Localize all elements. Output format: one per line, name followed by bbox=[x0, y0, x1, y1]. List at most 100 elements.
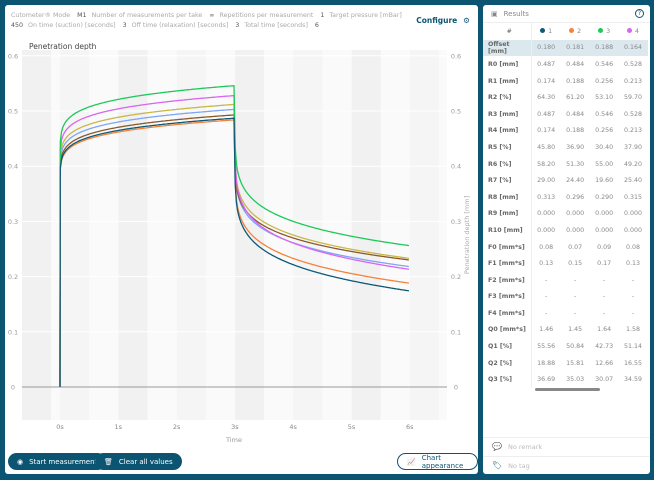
table-row[interactable]: Offset [mm] 0.180 0.181 0.188 0.164 bbox=[483, 39, 648, 57]
y-tick-label-right: 0.2 bbox=[451, 273, 461, 281]
start-label: Start measurement bbox=[29, 457, 98, 466]
series-dot-icon bbox=[569, 27, 575, 33]
plot-band bbox=[409, 50, 439, 420]
column-label: 4 bbox=[635, 27, 640, 35]
cell-value: 0.000 bbox=[595, 210, 614, 218]
cell-value: 55.56 bbox=[537, 343, 556, 351]
setting-item: Off time (relaxation) [seconds] 3 bbox=[132, 22, 240, 29]
row-label: R10 [mm] bbox=[483, 222, 532, 239]
y-tick-label: 0.1 bbox=[8, 328, 18, 336]
table-row[interactable]: R9 [mm] 0.000 0.000 0.000 0.000 bbox=[483, 205, 648, 223]
y-tick-label-right: 0.4 bbox=[451, 163, 461, 171]
y-tick-label: 0.3 bbox=[8, 218, 18, 226]
setting-value: 450 bbox=[11, 22, 24, 29]
table-row[interactable]: Q0 [mm*s] 1.46 1.45 1.64 1.58 bbox=[483, 321, 648, 339]
start-measurement-button[interactable]: ◉ Start measurement bbox=[8, 453, 107, 470]
setting-label: Off time (relaxation) [seconds] bbox=[131, 22, 229, 29]
horizontal-scrollbar[interactable] bbox=[535, 388, 600, 391]
table-row[interactable]: Q2 [%] 18.88 15.81 12.66 16.55 bbox=[483, 354, 648, 372]
table-row[interactable]: R1 [mm] 0.174 0.188 0.256 0.213 bbox=[483, 72, 648, 90]
y-axis-label: Penetration depth [mm] bbox=[463, 196, 471, 274]
configure-button[interactable]: Configure ⚙ bbox=[416, 16, 470, 25]
table-row[interactable]: R10 [mm] 0.000 0.000 0.000 0.000 bbox=[483, 222, 648, 239]
table-row[interactable]: F3 [mm*s] - - - - bbox=[483, 288, 648, 306]
cell-value: 0.000 bbox=[566, 210, 585, 218]
cell-value: 0.188 bbox=[589, 39, 619, 57]
cell-value: 64.30 bbox=[537, 94, 556, 102]
setting-item: Total time [seconds] 6 bbox=[244, 22, 319, 29]
setting-value: M1 bbox=[77, 12, 87, 19]
configure-label: Configure bbox=[416, 16, 458, 25]
row-label: F0 [mm*s] bbox=[483, 238, 532, 256]
clear-label: Clear all values bbox=[118, 457, 173, 466]
cell-value: 0.188 bbox=[566, 127, 585, 135]
setting-label: Number of measurements per take bbox=[91, 12, 203, 19]
cell-value: 45.80 bbox=[537, 143, 556, 151]
table-row[interactable]: F0 [mm*s] 0.08 0.07 0.09 0.08 bbox=[483, 238, 648, 256]
table-row[interactable]: R0 [mm] 0.487 0.484 0.546 0.528 bbox=[483, 56, 648, 73]
results-table: #1 2 3 4 Offset [mm] 0.180 0.181 0.188 0.164 R0 [… bbox=[483, 23, 648, 389]
table-row[interactable]: R2 [%] 64.30 61.20 53.10 59.70 bbox=[483, 89, 648, 106]
row-label: Q3 [%] bbox=[483, 371, 532, 389]
cell-value: - bbox=[574, 293, 577, 301]
x-tick-label: 4s bbox=[289, 423, 297, 431]
plot-band bbox=[22, 50, 51, 420]
chart-appearance-button[interactable]: 📈 Chart appearance bbox=[397, 453, 478, 470]
setting-label: On time (suction) [seconds] bbox=[28, 22, 116, 29]
table-row[interactable]: F4 [mm*s] - - - - bbox=[483, 305, 648, 322]
cell-value: 0.546 bbox=[595, 60, 614, 68]
table-row[interactable]: F2 [mm*s] - - - - bbox=[483, 271, 648, 289]
table-row[interactable]: Q1 [%] 55.56 50.84 42.73 51.14 bbox=[483, 338, 648, 355]
table-row[interactable]: R6 [%] 58.20 51.30 55.00 49.20 bbox=[483, 155, 648, 173]
series-dot-icon bbox=[627, 27, 633, 33]
cell-value: 30.40 bbox=[595, 143, 614, 151]
column-header[interactable]: 4 bbox=[619, 23, 648, 40]
cell-value: 1.45 bbox=[568, 326, 583, 334]
cell-value: 36.69 bbox=[537, 376, 556, 384]
cell-value: 0.256 bbox=[595, 127, 614, 135]
setting-item: On time (suction) [seconds] 3 bbox=[28, 22, 127, 29]
plot-band bbox=[118, 50, 148, 420]
cell-value: 58.20 bbox=[537, 160, 556, 168]
cell-value: 51.30 bbox=[566, 160, 585, 168]
cell-value: 0.000 bbox=[566, 226, 585, 234]
plot-band bbox=[176, 50, 206, 420]
column-header[interactable]: 3 bbox=[590, 23, 619, 40]
remark-field[interactable]: 💬 No remark bbox=[483, 437, 650, 455]
table-row[interactable]: R8 [mm] 0.313 0.296 0.290 0.315 bbox=[483, 188, 648, 206]
appearance-label: Chart appearance bbox=[421, 453, 464, 470]
y-tick-label-right: 0.6 bbox=[451, 52, 461, 60]
table-row[interactable]: R7 [%] 29.00 24.40 19.60 25.40 bbox=[483, 172, 648, 189]
results-icon: ▣ bbox=[491, 9, 498, 18]
cell-value: 0.174 bbox=[537, 127, 556, 135]
cell-value: - bbox=[602, 293, 606, 301]
comment-icon: 💬 bbox=[492, 442, 502, 451]
column-header[interactable]: 2 bbox=[561, 23, 590, 40]
table-row[interactable]: Q3 [%] 36.69 35.03 30.07 34.59 bbox=[483, 371, 648, 389]
tag-field[interactable]: 🏷 No tag bbox=[483, 456, 650, 474]
remark-text: No remark bbox=[507, 442, 543, 451]
cell-value: 0.000 bbox=[624, 226, 643, 234]
cell-value: - bbox=[574, 309, 577, 317]
table-row[interactable]: R3 [mm] 0.487 0.484 0.546 0.528 bbox=[483, 105, 648, 123]
row-label: F3 [mm*s] bbox=[483, 288, 532, 306]
table-row[interactable]: R4 [mm] 0.174 0.188 0.256 0.213 bbox=[483, 122, 648, 140]
setting-item: Number of measurements per take ∞ bbox=[92, 12, 215, 19]
setting-value: 6 bbox=[314, 22, 319, 29]
table-row[interactable]: R5 [%] 45.80 36.90 30.40 37.90 bbox=[483, 139, 648, 156]
y-tick-label: 0.6 bbox=[8, 52, 18, 60]
setting-label: Total time [seconds] bbox=[244, 22, 308, 29]
cell-value: 0.164 bbox=[618, 39, 648, 57]
cell-value: 1.46 bbox=[539, 326, 554, 334]
plot-band bbox=[293, 50, 323, 420]
cell-value: - bbox=[544, 309, 548, 317]
row-label: R3 [mm] bbox=[483, 105, 532, 123]
setting-value: 3 bbox=[235, 22, 240, 29]
table-row[interactable]: F1 [mm*s] 0.13 0.15 0.17 0.13 bbox=[483, 255, 648, 272]
cell-value: 0.15 bbox=[568, 260, 583, 268]
clear-all-values-button[interactable]: 🗑 Clear all values bbox=[95, 453, 182, 470]
cell-value: 12.66 bbox=[595, 359, 614, 367]
record-icon: ◉ bbox=[17, 457, 24, 466]
column-header[interactable]: 1 bbox=[531, 23, 561, 40]
help-icon[interactable]: ? bbox=[635, 9, 644, 18]
